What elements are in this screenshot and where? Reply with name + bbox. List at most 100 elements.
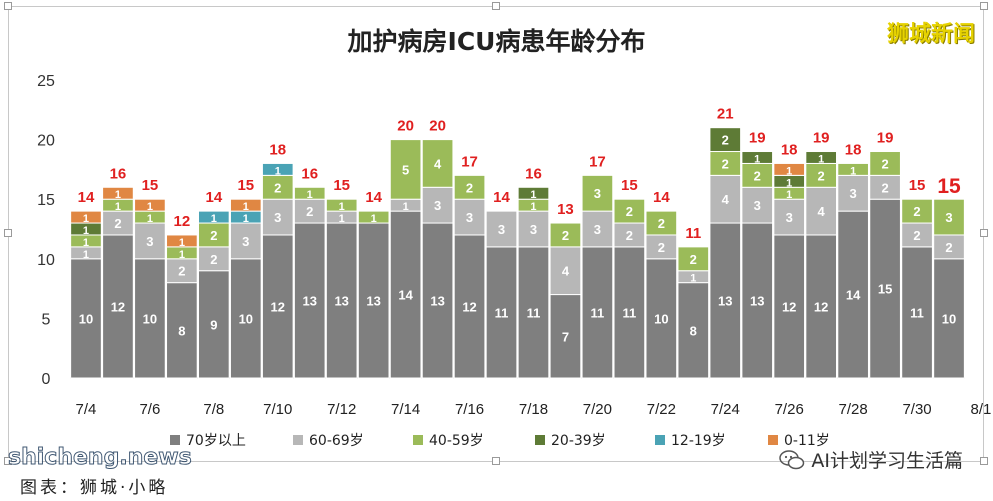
bar-segment (549, 222, 582, 248)
data-label: 2 (722, 133, 729, 148)
data-label: 2 (658, 240, 665, 255)
bar-segment (549, 246, 582, 296)
resize-handle[interactable] (980, 229, 988, 237)
total-label: 18 (781, 141, 798, 158)
bar-segment (805, 151, 838, 164)
data-label: 15 (878, 282, 892, 297)
total-label: 15 (142, 177, 159, 194)
data-label: 1 (147, 213, 153, 225)
data-label: 11 (623, 305, 637, 320)
data-label: 2 (178, 264, 185, 279)
legend-swatch (768, 435, 778, 445)
data-label: 13 (718, 294, 732, 309)
bar-segment (229, 222, 262, 260)
data-label: 4 (434, 156, 442, 171)
total-label: 17 (589, 153, 606, 170)
data-label: 3 (434, 198, 441, 213)
data-label: 4 (562, 264, 570, 279)
bar-segment (421, 186, 454, 224)
resize-handle[interactable] (980, 457, 988, 465)
data-label: 2 (754, 168, 761, 183)
bar-segment (837, 174, 869, 212)
data-label: 2 (274, 180, 281, 195)
x-tick-label: 7/6 (139, 401, 160, 418)
x-tick-label: 7/22 (647, 401, 676, 418)
data-label: 1 (307, 189, 313, 201)
data-label: 11 (527, 305, 541, 320)
data-label: 1 (147, 201, 153, 213)
resize-handle[interactable] (4, 2, 12, 10)
bar-segment (70, 258, 102, 379)
legend-label: 40-59岁 (429, 433, 484, 449)
data-label: 12 (111, 299, 125, 314)
resize-handle[interactable] (492, 457, 500, 465)
data-label: 1 (339, 201, 345, 213)
resize-handle[interactable] (980, 2, 988, 10)
resize-handle[interactable] (492, 2, 500, 10)
data-label: 3 (850, 186, 857, 201)
legend-label: 12-19岁 (671, 433, 726, 449)
data-label: 2 (945, 240, 952, 255)
x-tick-label: 7/20 (583, 401, 612, 418)
y-tick-label: 25 (37, 73, 55, 90)
bar-segment (453, 198, 486, 236)
bar-segment (645, 210, 678, 236)
data-label: 14 (846, 288, 861, 303)
bar-segment (197, 210, 230, 224)
bar-segment (485, 246, 518, 379)
data-label: 7 (562, 329, 569, 344)
bar-segment (229, 198, 262, 212)
legend-swatch (535, 435, 545, 445)
data-label: 1 (818, 153, 824, 165)
bar-segment (293, 222, 326, 379)
bar-segment (134, 198, 166, 212)
bar-segment (581, 246, 614, 379)
total-label: 12 (174, 213, 191, 230)
bar-segment (421, 139, 454, 188)
data-label: 1 (243, 213, 249, 225)
bar-segment (453, 234, 486, 379)
data-label: 3 (594, 222, 601, 237)
data-label: 1 (786, 189, 792, 201)
chart-credit: 图表：狮城·小略 (20, 478, 169, 498)
data-label: 1 (371, 213, 377, 225)
data-label: 2 (690, 252, 697, 267)
total-label: 18 (845, 141, 862, 158)
x-tick-label: 7/28 (839, 401, 868, 418)
bar-segment (709, 222, 742, 379)
data-label: 11 (910, 305, 924, 320)
bar-segment (741, 151, 774, 164)
y-tick-label: 0 (42, 371, 51, 388)
data-label: 9 (210, 317, 217, 332)
data-label: 13 (430, 294, 444, 309)
legend-swatch (655, 435, 665, 445)
bar-segment (70, 210, 102, 224)
bar-segment (134, 258, 166, 379)
resize-handle[interactable] (4, 229, 12, 237)
x-tick-label: 7/30 (902, 401, 931, 418)
data-label: 1 (403, 201, 409, 213)
data-label: 2 (626, 204, 633, 219)
data-label: 13 (750, 294, 764, 309)
data-label: 3 (945, 210, 952, 225)
data-label: 1 (690, 273, 696, 285)
data-label: 12 (271, 299, 285, 314)
data-label: 1 (786, 165, 792, 177)
data-label: 1 (530, 201, 536, 213)
bar-segment (837, 162, 869, 176)
x-tick-label: 7/10 (263, 401, 292, 418)
legend-label: 70岁以上 (186, 433, 246, 449)
resize-handle[interactable] (4, 457, 12, 465)
total-label: 15 (937, 175, 961, 198)
bar-segment (901, 198, 933, 224)
total-label: 21 (717, 106, 734, 123)
bar-segment (485, 210, 518, 248)
total-label: 20 (429, 118, 446, 135)
bar-segment (773, 198, 806, 236)
data-label: 10 (79, 311, 93, 326)
data-label: 3 (786, 210, 793, 225)
total-label: 19 (813, 130, 830, 147)
bar-segment (421, 222, 454, 379)
bar-segment (549, 294, 582, 379)
